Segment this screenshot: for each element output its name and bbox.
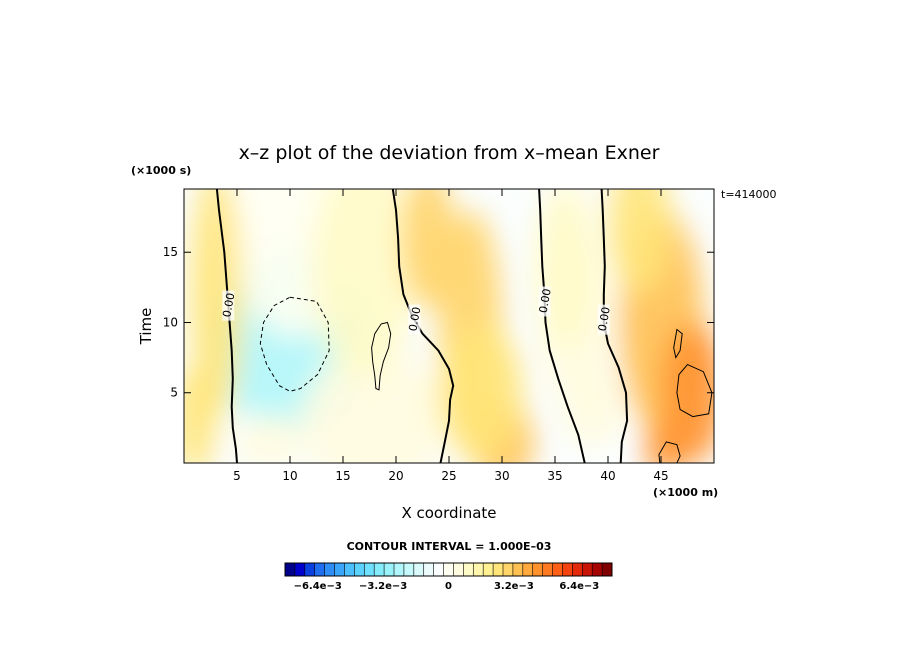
colorbar-tick-label: 0	[445, 581, 452, 592]
x-tick-label: 35	[547, 469, 562, 483]
positive-contour	[673, 328, 683, 359]
x-tick-label: 15	[335, 469, 350, 483]
anomaly-blob	[184, 364, 216, 463]
anomaly-blob	[438, 322, 524, 463]
colorbar-swatch	[542, 563, 553, 576]
anomaly-blob	[237, 413, 301, 463]
time-label: t=414000	[721, 188, 777, 201]
y-unit-label: (×1000 s)	[131, 164, 191, 177]
y-tick-label: 10	[163, 315, 178, 329]
chart-title: x–z plot of the deviation from x–mean Ex…	[239, 142, 660, 164]
colorbar-swatch	[522, 563, 534, 576]
anomaly-blob	[560, 364, 624, 449]
colorbar-tick-label: 3.2e−3	[494, 581, 534, 592]
y-tick-label: 15	[163, 245, 178, 259]
x-tick-label: 45	[653, 469, 668, 483]
x-axis: 5 10 15 20 25 30 35 40 45	[233, 189, 669, 483]
x-tick-label: 30	[494, 469, 509, 483]
shaded-field	[184, 189, 714, 463]
contour-label-bg	[408, 304, 421, 335]
colorbar-swatch	[324, 563, 335, 576]
colorbar-swatch	[423, 563, 434, 576]
x-unit-label: (×1000 m)	[653, 486, 718, 499]
x-tick-label: 5	[233, 469, 241, 483]
anomaly-blob	[189, 189, 243, 421]
anomaly-blob	[608, 189, 672, 295]
contour-interval-label: CONTOUR INTERVAL = 1.000E–03	[347, 540, 552, 553]
colorbar-swatch	[503, 563, 514, 576]
positive-contour	[676, 363, 713, 418]
colorbar-swatch	[572, 563, 583, 576]
colorbar-swatch	[463, 563, 474, 576]
plot-area: 0.00 0.00 0.00 0.00	[183, 188, 715, 464]
colorbar-frame	[284, 562, 613, 577]
colorbar-tick-label: 6.4e−3	[559, 581, 599, 592]
x-tick-label: 20	[388, 469, 403, 483]
colorbar-swatch	[294, 563, 306, 576]
colorbar-swatch	[354, 563, 365, 576]
x-axis-label: X coordinate	[401, 504, 496, 522]
contour-label-bg	[222, 290, 235, 321]
colorbar-swatch	[473, 563, 484, 576]
y-axis: 5 10 15	[163, 245, 714, 400]
x-tick-label: 10	[282, 469, 297, 483]
x-tick-label: 40	[600, 469, 615, 483]
colorbar-swatch	[443, 563, 454, 576]
shading-blobs	[184, 189, 714, 463]
contour-label: 0.00	[220, 292, 237, 318]
anomaly-blob	[533, 189, 598, 351]
x-tick-label: 25	[441, 469, 456, 483]
positive-contour	[658, 441, 681, 463]
contour-labels: 0.00 0.00 0.00 0.00	[220, 286, 613, 335]
colorbar-swatch	[582, 563, 593, 576]
colorbar-swatch	[453, 563, 464, 576]
zero-contour	[538, 189, 586, 463]
colorbar-swatch	[512, 563, 524, 576]
zero-contour	[391, 189, 455, 463]
contour-label: 0.00	[537, 288, 554, 314]
colorbar-swatch	[562, 563, 573, 576]
colorbar-swatch	[285, 563, 296, 576]
colorbar-swatch	[433, 563, 444, 576]
anomaly-blob	[300, 350, 449, 463]
colorbar-swatch	[314, 563, 325, 576]
contour-label: 0.00	[406, 306, 423, 332]
colorbar: −6.4e−3 −3.2e−3 0 3.2e−3 6.4e−3	[284, 562, 613, 592]
contour-label-bg	[597, 304, 610, 335]
contour-label-bg	[538, 286, 551, 317]
colorbar-swatch	[602, 563, 613, 576]
colorbar-swatch	[403, 563, 415, 576]
colorbar-tick-label: −6.4e−3	[294, 581, 342, 592]
colorbar-swatch	[394, 563, 405, 576]
colorbar-swatch	[532, 563, 543, 576]
colorbar-swatch	[592, 563, 603, 576]
colorbar-swatch	[384, 563, 395, 576]
y-tick-label: 5	[170, 386, 178, 400]
positive-contour	[371, 321, 392, 391]
colorbar-swatch	[344, 563, 355, 576]
contour-label: 0.00	[596, 306, 613, 332]
colorbar-swatch	[374, 563, 385, 576]
colorbar-swatch	[364, 563, 375, 576]
colorbar-swatch	[483, 563, 494, 576]
colorbar-swatch	[413, 563, 425, 576]
colorbar-tick-label: −3.2e−3	[359, 581, 407, 592]
colorbar-swatch	[552, 563, 563, 576]
negative-contour	[259, 296, 330, 392]
colorbar-swatch	[304, 563, 316, 576]
anomaly-blob	[311, 189, 418, 379]
y-axis-label: Time	[137, 308, 155, 346]
zero-contour	[215, 189, 238, 463]
colorbar-swatch	[334, 563, 345, 576]
colorbar-swatch	[493, 563, 504, 576]
